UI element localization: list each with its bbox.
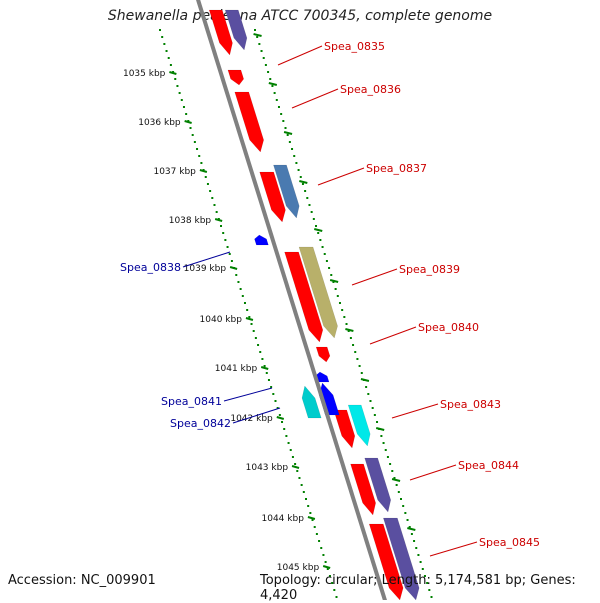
- major-tick-outer: [329, 279, 339, 283]
- kbp-tick-label: 1038 kbp: [169, 216, 212, 226]
- major-tick-outer: [391, 478, 401, 482]
- major-tick-outer: [253, 33, 262, 37]
- genome-summary-text: Topology: circular; Length: 5,174,581 bp…: [260, 573, 576, 603]
- gene-leader-line: [223, 387, 273, 402]
- gene-leader-line: [409, 464, 457, 481]
- gene-arrow-spea-0845: [368, 523, 404, 600]
- major-tick-outer: [375, 427, 385, 431]
- gene-arrow-spea-0836: [234, 91, 264, 153]
- kbp-tick-label: 1039 kbp: [184, 264, 227, 274]
- kbp-tick-label: 1043 kbp: [246, 463, 289, 473]
- inner-tick-ring: [159, 29, 338, 598]
- major-tick-outer: [360, 378, 370, 382]
- gene-arrow-blue-purple: [224, 9, 248, 51]
- gene-arrow-spea-0844: [350, 463, 376, 516]
- accession-text: Accession: NC_009901: [8, 573, 156, 588]
- major-tick-outer: [299, 180, 308, 184]
- gene-arrow-spea-0837: [259, 171, 286, 223]
- gene-arrow-spea-0838: [254, 234, 269, 246]
- gene-label-spea-0844: Spea_0844: [458, 459, 519, 472]
- gene-label-spea-0837: Spea_0837: [366, 162, 427, 175]
- major-tick-inner: [214, 218, 223, 222]
- gene-leader-line: [351, 268, 398, 286]
- major-tick-inner: [260, 366, 269, 370]
- gene-arrow-cyan: [347, 404, 371, 447]
- gene-leader-line: [291, 88, 339, 109]
- gene-arrow-olive: [298, 246, 338, 339]
- major-tick-inner: [184, 120, 192, 124]
- gene-arrow-spea-0841: [301, 385, 322, 419]
- kbp-tick-label: 1040 kbp: [200, 315, 243, 325]
- kbp-tick-label: 1035 kbp: [123, 69, 166, 79]
- kbp-tick-label: 1036 kbp: [138, 118, 181, 128]
- gene-arrow-spea-0840: [315, 346, 331, 363]
- gene-leader-line: [232, 407, 281, 424]
- gene-arrow-small: [227, 69, 244, 86]
- feature-layer: [208, 9, 420, 600]
- gene-label-spea-0838: Spea_0838: [120, 261, 181, 274]
- major-tick-outer: [268, 82, 278, 86]
- gene-arrow-spea-0835: [208, 9, 233, 56]
- genome-backbone: [196, 0, 387, 600]
- gene-label-spea-0845: Spea_0845: [479, 536, 540, 549]
- major-tick-inner: [276, 416, 285, 420]
- major-tick-inner: [245, 317, 254, 321]
- tick-layer: 1035 kbp 1036 kbp 1037 kbp 1038 kbp 1039 kbp…: [123, 29, 433, 598]
- major-tick-outer: [345, 328, 354, 332]
- kbp-tick-label: 1041 kbp: [215, 364, 258, 374]
- kbp-tick-label: 1044 kbp: [262, 514, 305, 524]
- major-tick-inner: [322, 565, 331, 569]
- label-layer: Spea_0835 Spea_0836 Spea_0837 Spea_0838 Spea…: [120, 40, 540, 557]
- major-tick-outer: [314, 228, 323, 232]
- gene-label-spea-0843: Spea_0843: [440, 398, 501, 411]
- gene-leader-line: [369, 326, 417, 345]
- outer-tick-ring: [254, 29, 433, 598]
- gene-arrow-spea-0843: [333, 409, 356, 449]
- gene-arrow-spea-0839: [284, 251, 324, 343]
- major-tick-inner: [291, 465, 300, 469]
- kbp-tick-label: 1045 kbp: [277, 563, 320, 573]
- gene-leader-line: [182, 251, 231, 268]
- gene-arrow-steel: [273, 164, 300, 219]
- gene-leader-line: [391, 403, 439, 419]
- gene-label-spea-0840: Spea_0840: [418, 321, 479, 334]
- gene-leader-line: [317, 167, 365, 186]
- major-tick-inner: [229, 266, 238, 270]
- kbp-tick-label: 1037 kbp: [153, 167, 196, 177]
- kbp-tick-label: 1042 kbp: [230, 414, 273, 424]
- gene-leader-line: [277, 45, 323, 66]
- major-tick-inner: [199, 169, 208, 173]
- gene-arrow-purple-3: [383, 517, 420, 600]
- gene-label-spea-0841: Spea_0841: [161, 395, 222, 408]
- gene-label-spea-0839: Spea_0839: [399, 263, 460, 276]
- major-tick-inner: [307, 516, 316, 520]
- gene-arrow-purple-2: [364, 457, 392, 513]
- major-tick-outer: [407, 527, 416, 531]
- gene-label-spea-0835: Spea_0835: [324, 40, 385, 53]
- major-tick-outer: [283, 131, 293, 135]
- gene-label-spea-0842: Spea_0842: [170, 417, 231, 430]
- gene-leader-line: [429, 541, 478, 557]
- major-tick-inner: [169, 71, 177, 75]
- gene-label-spea-0836: Spea_0836: [340, 83, 401, 96]
